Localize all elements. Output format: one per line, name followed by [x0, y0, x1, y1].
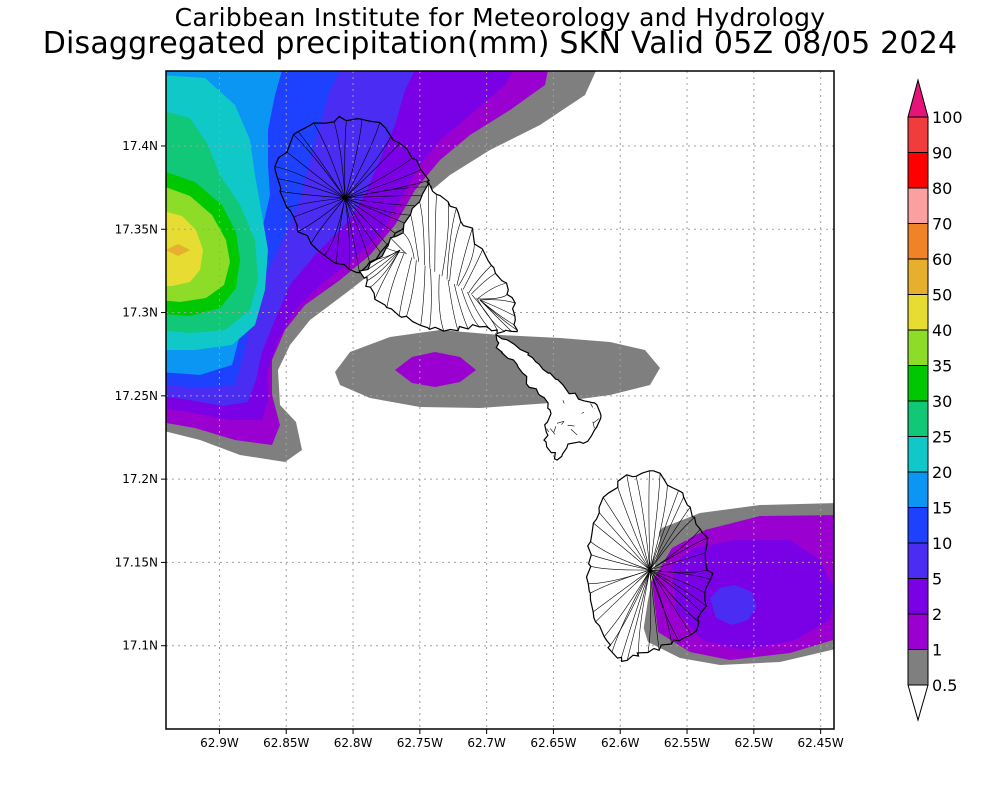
colorbar-label: 15 — [932, 499, 952, 518]
precipitation-field — [166, 71, 834, 665]
field-west-50mm — [166, 244, 190, 256]
colorbar-segment — [907, 365, 929, 402]
colorbar-segment — [907, 471, 929, 508]
lat-tick-label: 17.35N — [115, 222, 158, 236]
chart-subtitle: Disaggregated precipitation(mm) SKN Vali… — [42, 26, 958, 61]
colorbar-segment — [907, 187, 929, 224]
lon-tick-label: 62.8W — [334, 736, 373, 750]
longitude-axis: 62.9W 62.85W 62.8W 62.75W 62.7W 62.65W 62.6W 62… — [200, 729, 844, 750]
colorbar-segment — [907, 223, 929, 260]
lat-tick-label: 17.25N — [115, 389, 158, 403]
island-nevis — [585, 470, 714, 663]
island-st-kitts-peninsula — [495, 333, 602, 461]
colorbar-segment — [907, 400, 929, 437]
lon-tick-label: 62.7W — [467, 736, 506, 750]
island-outlines — [274, 115, 714, 663]
colorbar-label: 40 — [932, 321, 952, 340]
lat-tick-label: 17.3N — [122, 306, 158, 320]
colorbar-segment — [907, 613, 929, 650]
lon-tick-label: 62.55W — [664, 736, 710, 750]
colorbar-segment — [907, 258, 929, 295]
colorbar-label: 20 — [932, 463, 952, 482]
colorbar-segment — [907, 116, 929, 153]
colorbar-label: 50 — [932, 286, 952, 305]
colorbar-label: 10 — [932, 534, 952, 553]
field-east-5mm — [710, 585, 757, 625]
lon-tick-label: 62.9W — [200, 736, 239, 750]
colorbar-label: 70 — [932, 215, 952, 234]
colorbar-label: 100 — [932, 108, 963, 127]
colorbar-segment — [907, 152, 929, 189]
colorbar-label: 30 — [932, 392, 952, 411]
colorbar-label: 90 — [932, 144, 952, 163]
colorbar-under-triangle — [907, 684, 929, 722]
latitude-axis: 17.1N 17.15N 17.2N 17.25N 17.3N 17.35N 17.4N — [115, 139, 166, 653]
lon-tick-label: 62.6W — [601, 736, 640, 750]
colorbar-segment — [907, 329, 929, 366]
colorbar-segment — [907, 507, 929, 544]
colorbar-label: 5 — [932, 570, 942, 589]
lon-tick-label: 62.75W — [397, 736, 443, 750]
colorbar-label: 35 — [932, 357, 952, 376]
colorbar-segment — [907, 436, 929, 473]
lat-tick-label: 17.15N — [115, 555, 158, 569]
lon-tick-label: 62.65W — [530, 736, 576, 750]
lat-tick-label: 17.2N — [122, 472, 158, 486]
field-central-0.5mm — [335, 330, 660, 408]
colorbar-label: 1 — [932, 641, 942, 660]
lon-tick-label: 62.45W — [798, 736, 844, 750]
island-st-kitts-north — [274, 115, 432, 274]
lon-tick-label: 62.85W — [263, 736, 309, 750]
chart-title: Caribbean Institute for Meteorology and … — [174, 3, 826, 32]
island-st-kitts-south — [358, 181, 518, 335]
colorbar-segment — [907, 294, 929, 331]
field-central-1mm — [395, 352, 476, 387]
colorbar-label: 60 — [932, 250, 952, 269]
colorbar-segment — [907, 578, 929, 615]
map-frame — [165, 70, 835, 730]
lon-tick-label: 62.5W — [735, 736, 774, 750]
colorbar-segment — [907, 649, 929, 686]
colorbar-over-triangle — [907, 78, 929, 118]
colorbar-label: 25 — [932, 428, 952, 447]
colorbar-label: 2 — [932, 605, 942, 624]
colorbar-label: 0.5 — [932, 676, 957, 695]
lat-tick-label: 17.1N — [122, 639, 158, 653]
lat-tick-label: 17.4N — [122, 139, 158, 153]
colorbar-segment — [907, 542, 929, 579]
map-grid — [166, 71, 834, 729]
colorbar-label: 80 — [932, 179, 952, 198]
